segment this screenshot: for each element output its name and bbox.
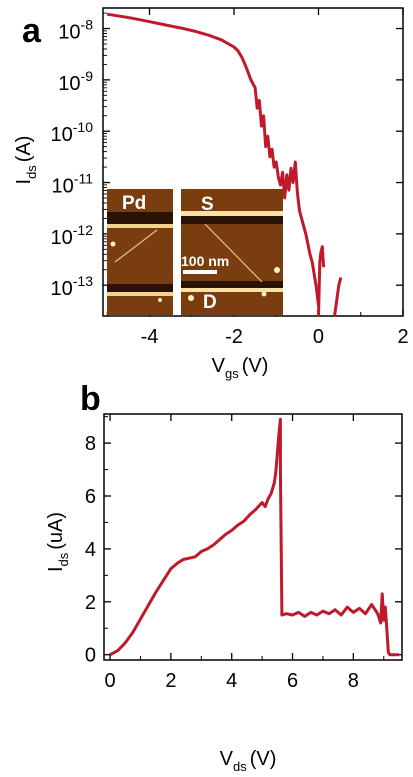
panel-b-label: b xyxy=(80,380,101,418)
afm-bright-line-left-bottom xyxy=(107,292,173,296)
panel-b-x-tick-label: 8 xyxy=(348,670,359,692)
panel-b-ticks xyxy=(104,414,402,660)
panel-a-axes-frame xyxy=(102,7,404,317)
panel-a-ticks xyxy=(103,8,404,316)
afm-bright-line-right-bottom xyxy=(181,288,283,292)
panel-a-x-tick-label: 2 xyxy=(397,326,408,348)
panel-a-y-tick-labels: 10-13 10-12 10-11 10-10 10-9 10-8 xyxy=(51,17,94,301)
panel-a-x-tick-label: 0 xyxy=(313,326,324,348)
inset-label-pd: Pd xyxy=(122,193,146,214)
panel-a-y-tick-label: 10-9 xyxy=(58,68,93,95)
panel-b-y-tick-labels: 0 2 4 6 8 xyxy=(85,433,96,667)
afm-inset: Pd S D 100 nm xyxy=(107,189,283,315)
panel-b-x-tick-label: 4 xyxy=(226,670,237,692)
afm-dark-band-right xyxy=(181,216,283,224)
panel-a-y-tick-label: 10-10 xyxy=(51,119,94,146)
panel-b-x-tick-label: 2 xyxy=(165,670,176,692)
afm-particle xyxy=(110,241,116,247)
panel-a-y-tick-label: 10-13 xyxy=(51,273,94,300)
afm-dark-band-left xyxy=(107,212,173,224)
afm-particle xyxy=(158,298,162,302)
panel-b-series xyxy=(109,417,399,657)
panel-b-y-axis-label: Ids(uA) xyxy=(45,512,71,572)
afm-particle xyxy=(261,291,267,297)
panel-b-y-tick-label: 8 xyxy=(85,433,96,455)
panel-b-y-tick-label: 2 xyxy=(85,592,96,614)
afm-particle xyxy=(274,267,280,273)
scale-bar-label: 100 nm xyxy=(181,253,229,269)
afm-bright-line-left xyxy=(107,224,173,228)
panel-a-x-tick-labels: -4 -2 0 2 xyxy=(141,326,409,348)
panel-b-y-tick-label: 6 xyxy=(85,486,96,508)
afm-nanotube-right xyxy=(204,223,263,283)
panel-b-y-tick-label: 0 xyxy=(85,645,96,667)
panel-a-series-line xyxy=(317,245,326,317)
afm-bright-band-right xyxy=(181,211,283,216)
panel-b-x-tick-label: 0 xyxy=(105,670,116,692)
inset-label-s: S xyxy=(201,194,214,215)
afm-particle xyxy=(188,295,194,301)
panel-a-series xyxy=(106,12,343,317)
panel-a-x-tick-label: -4 xyxy=(141,326,159,348)
panel-b-axes-frame xyxy=(103,413,403,661)
afm-dark-band-right-bottom xyxy=(181,281,283,288)
panel-a-series-line xyxy=(106,12,320,306)
panel-b-x-axis-label: Vds (V) xyxy=(220,748,277,774)
panel-a-x-axis-label: Vgs (V) xyxy=(212,355,269,381)
panel-b-x-tick-label: 6 xyxy=(287,670,298,692)
panel-a-y-tick-label: 10-12 xyxy=(51,222,94,249)
panel-a-y-tick-label: 10-8 xyxy=(58,17,93,44)
panel-a-label: a xyxy=(22,12,42,50)
panel-b: b 0 2 4 6 8 0 2 4 6 8 Vds (V) Ids(uA) xyxy=(45,380,403,774)
panel-b-x-tick-labels: 0 2 4 6 8 xyxy=(105,670,359,692)
panel-a-y-tick-label: 10-11 xyxy=(52,171,94,198)
panel-b-series-line xyxy=(109,417,399,657)
afm-nanotube-left xyxy=(114,229,158,263)
panel-a: a 10-13 10-12 10-11 10-10 10-9 10-8 -4 -2 0 2 Vg… xyxy=(13,7,409,381)
panel-b-y-tick-label: 4 xyxy=(85,539,96,561)
inset-label-d: D xyxy=(203,292,217,313)
afm-dark-band-left-bottom xyxy=(107,284,173,292)
panel-a-series-line xyxy=(333,277,343,317)
panel-a-y-axis-label: Ids(A) xyxy=(13,136,39,185)
panel-a-x-tick-label: -2 xyxy=(225,326,243,348)
scale-bar xyxy=(183,270,217,274)
